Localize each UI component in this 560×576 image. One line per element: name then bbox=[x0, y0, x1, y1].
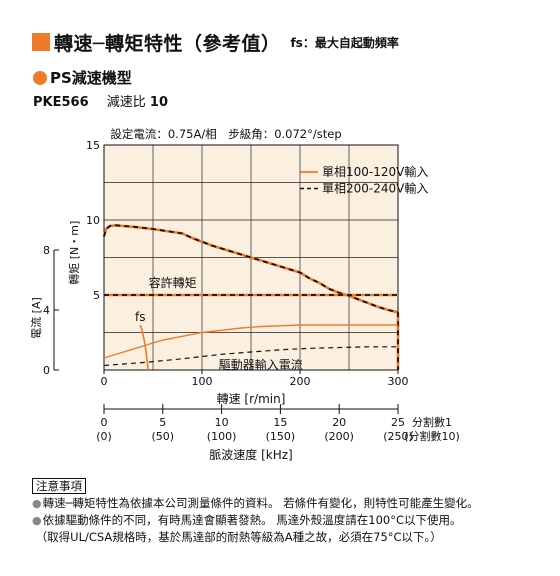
note-line: ●依據驅動條件的不同，有時馬達會顯著發熱。 馬達外殼溫度請在100°C以下使用。 bbox=[32, 512, 479, 529]
pulse-tick-label-div10: (100) bbox=[207, 430, 237, 443]
fs-point-label: fs bbox=[135, 310, 145, 324]
page-header: 轉速─轉矩特性（參考值） fs： 最大自起動頻率 bbox=[32, 30, 399, 55]
chart-conditions: 設定電流：0.75A/相 步級角：0.072°/step bbox=[110, 127, 341, 141]
pulse-tick-label-div10: (250) bbox=[383, 430, 413, 443]
pulse-tick-label-div10: (200) bbox=[324, 430, 354, 443]
torque-curve-200v bbox=[103, 224, 399, 314]
note-line: ●轉速─轉矩特性為依據本公司測量條件的資料。 若條件有變化，則特性可能產生變化。 bbox=[32, 495, 479, 512]
y-tick-label-current: 8 bbox=[43, 244, 50, 257]
pulse-tick-label: 20 bbox=[332, 416, 346, 429]
pulse-tick-label-div10: (50) bbox=[152, 430, 175, 443]
x-tick-label: 0 bbox=[101, 375, 108, 388]
notes-section: 注意事項 ●轉速─轉矩特性為依據本公司測量條件的資料。 若條件有變化，則特性可能… bbox=[32, 478, 479, 546]
notes-heading: 注意事項 bbox=[32, 478, 86, 494]
pulse-tick-label: 5 bbox=[159, 416, 166, 429]
note-text: 依據驅動條件的不同，有時馬達會顯著發熱。 馬達外殼溫度請在100°C以下使用。 bbox=[42, 513, 462, 527]
x-tick-label: 300 bbox=[388, 375, 409, 388]
pulse-tick-label: 10 bbox=[215, 416, 229, 429]
ratio-value: 10 bbox=[149, 95, 169, 110]
pulse-axis-label: 脈波速度 [kHz] bbox=[209, 447, 292, 462]
note-line: （取得UL/CSA規格時，基於馬達部的耐熱等級為A種之故，必須在75°C以下。） bbox=[32, 529, 479, 546]
page-title: 轉速─轉矩特性（參考值） bbox=[54, 32, 281, 55]
plot-frame bbox=[103, 144, 399, 371]
y-axis-label-current: 電流 [A] bbox=[29, 297, 43, 339]
y-tick-label-torque: 10 bbox=[86, 214, 100, 227]
pulse-tick-label-div10: (0) bbox=[96, 430, 112, 443]
ratio-label: 減速比 bbox=[106, 95, 146, 110]
model-name: PKE566 bbox=[33, 95, 89, 110]
x-axis-label: 轉速 [r/min] bbox=[217, 392, 286, 406]
model-line: PKE566 減速比 10 bbox=[33, 91, 168, 110]
pulse-division-label: 分割數1 bbox=[412, 415, 452, 429]
y-tick-label-current: 4 bbox=[43, 304, 50, 317]
x-tick-label: 100 bbox=[192, 375, 213, 388]
note-text: 轉速─轉矩特性為依據本公司測量條件的資料。 若條件有變化，則特性可能產生變化。 bbox=[42, 496, 479, 510]
fs-label: fs： bbox=[290, 35, 315, 50]
pulse-division10-label: (分割數10) bbox=[404, 429, 460, 443]
current-curve-200v bbox=[103, 346, 398, 367]
allowable-torque-label: 容許轉矩 bbox=[149, 275, 197, 290]
note-text: （取得UL/CSA規格時，基於馬達部的耐熱等級為A種之故，必須在75°C以下。） bbox=[35, 530, 442, 544]
legend-label-100v: 單相100-120V輸入 bbox=[322, 164, 428, 179]
current-label: 驅動器輸入電流 bbox=[219, 357, 303, 372]
y-tick-label-torque: 5 bbox=[93, 289, 100, 302]
orange-square-icon bbox=[32, 33, 50, 51]
y-tick-label-torque: 15 bbox=[86, 139, 100, 152]
x-tick-label: 200 bbox=[290, 375, 311, 388]
bullet-icon: ● bbox=[32, 514, 42, 527]
bullet-icon: ● bbox=[32, 497, 42, 510]
section-header: PS減速機型 bbox=[33, 67, 132, 88]
fs-description: 最大自起動頻率 bbox=[314, 35, 399, 50]
pulse-tick-label: 15 bbox=[273, 416, 287, 429]
pulse-tick-label: 0 bbox=[101, 416, 108, 429]
y-axis-label-torque: 轉矩 [N・m] bbox=[68, 221, 81, 285]
orange-dot-icon bbox=[33, 70, 47, 85]
fs-curve bbox=[139, 324, 149, 371]
current-curve-100v bbox=[103, 324, 398, 359]
y-tick-label-current: 0 bbox=[43, 364, 50, 377]
section-title: PS減速機型 bbox=[50, 69, 132, 87]
pulse-tick-label: 25 bbox=[391, 416, 405, 429]
pulse-tick-label-div10: (150) bbox=[266, 430, 296, 443]
legend-label-200v: 單相200-240V輸入 bbox=[322, 181, 428, 196]
